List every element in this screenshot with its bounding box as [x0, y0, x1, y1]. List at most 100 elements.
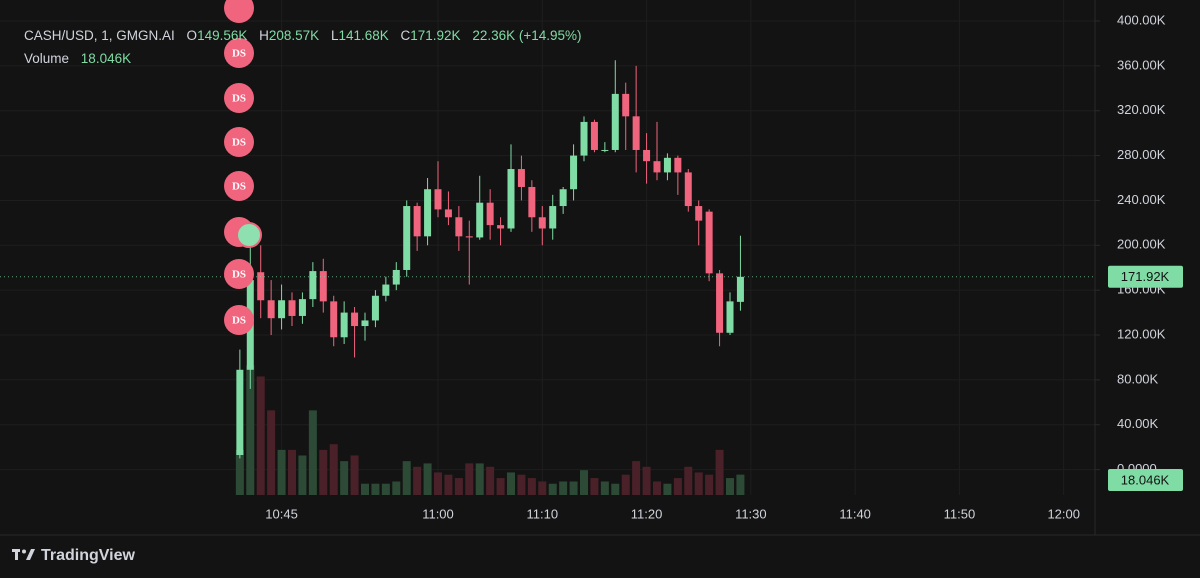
y-tick-label: 320.00K: [1117, 102, 1166, 117]
candle-body: [736, 276, 744, 302]
volume-bar: [361, 483, 369, 495]
volume-bar: [340, 461, 349, 495]
candle-body: [632, 116, 640, 150]
volume-bar: [392, 481, 401, 495]
x-tick-label: 12:00: [1047, 506, 1080, 521]
marker: [224, 171, 254, 201]
volume-bar: [715, 449, 724, 495]
candle-body: [288, 300, 296, 316]
candle-body: [549, 206, 557, 229]
volume-bar: [548, 483, 557, 495]
marker-label: DS: [232, 315, 246, 327]
open-label: O: [186, 28, 198, 43]
y-tick-label: 120.00K: [1117, 326, 1166, 341]
volume-bar: [465, 463, 474, 495]
marker-label: DS: [232, 269, 246, 281]
y-tick-label: 200.00K: [1117, 237, 1166, 252]
candle-body: [361, 320, 369, 327]
volume-bar: [569, 481, 578, 495]
candle-body: [278, 300, 286, 319]
volume-bar: [246, 365, 255, 495]
candle-body: [705, 211, 713, 274]
volume-bar: [507, 472, 515, 495]
marker: [224, 259, 254, 289]
candle-body: [695, 206, 703, 221]
logo-shape: [15, 549, 18, 560]
volume-pane: [235, 365, 745, 495]
volume-bar: [329, 444, 338, 495]
volume-bar: [319, 449, 328, 495]
candle-body: [528, 186, 536, 218]
close-value: 171.92K: [410, 28, 461, 43]
x-tick-label: 11:40: [839, 506, 871, 521]
volume-bar: [611, 483, 620, 495]
candle-body: [580, 121, 588, 156]
candle-body: [455, 217, 463, 237]
candle-body: [622, 93, 630, 117]
volume-bar: [580, 470, 588, 495]
candle-body: [590, 121, 598, 150]
volume-bar: [381, 483, 390, 495]
x-tick-label: 10:45: [265, 506, 298, 521]
brand-logo: TradingView: [12, 547, 136, 564]
candle-body: [257, 272, 265, 301]
candle-body: [643, 149, 651, 162]
volume-bar: [475, 463, 484, 495]
low-value: 141.68K: [338, 28, 389, 43]
x-tick-label: 11:50: [944, 506, 976, 521]
avatar-icon: [236, 222, 262, 248]
change: 22.36K (+14.95%): [472, 28, 582, 43]
marker-label: DS: [232, 137, 246, 149]
volume-bar: [663, 483, 672, 495]
volume-bar: [705, 474, 714, 495]
close-label: C: [400, 28, 411, 43]
candle-body: [663, 157, 671, 173]
candle-body: [465, 236, 473, 238]
candle-body: [371, 295, 379, 321]
legend: CASH/USD, 1, GMGN.AI O149.56K H208.57K L…: [24, 24, 582, 70]
logo-shape: [22, 549, 26, 554]
candle-body: [684, 172, 692, 207]
marker: [224, 127, 254, 157]
volume-bar: [736, 474, 745, 495]
volume-bar: [632, 461, 641, 495]
volume-bar: [653, 481, 661, 495]
candle-body: [486, 202, 494, 226]
x-tick-label: 11:30: [735, 506, 767, 521]
volume-bar: [235, 449, 244, 495]
y-tick-label: 400.00K: [1117, 12, 1166, 27]
x-tick-label: 11:10: [526, 506, 558, 521]
price-label: 171.92K: [1121, 269, 1170, 284]
volume-bar: [486, 466, 495, 495]
volume-bar: [673, 478, 682, 495]
candle-body: [351, 312, 359, 327]
y-tick-label: 240.00K: [1117, 192, 1166, 207]
candle-body: [674, 157, 682, 173]
y-tick-label: 280.00K: [1117, 147, 1166, 162]
open-value: 149.56K: [197, 28, 248, 43]
volume-bar: [642, 466, 651, 495]
brand-text: TradingView: [41, 547, 136, 564]
candle-body: [309, 271, 317, 300]
candle-body: [330, 301, 338, 338]
candle-body: [403, 206, 411, 270]
axes: 0.000040.00K80.00K120.00K160.00K200.00K2…: [0, 12, 1183, 521]
candle-body: [517, 169, 525, 187]
volume-bar: [600, 481, 609, 495]
volume-bar: [621, 474, 630, 495]
volume-bar: [288, 449, 296, 495]
candle-body: [497, 225, 505, 229]
volume-label: 18.046K: [1121, 472, 1170, 487]
x-tick-label: 11:20: [631, 506, 663, 521]
marker-label: DS: [232, 181, 246, 193]
volume-label: Volume: [24, 51, 70, 66]
volume-bar: [371, 483, 380, 495]
volume-bar: [496, 478, 505, 495]
volume-bar: [559, 481, 568, 495]
marker-label: DS: [232, 93, 246, 105]
volume-bar: [454, 478, 463, 495]
volume-row: Volume 18.046K: [24, 47, 582, 70]
